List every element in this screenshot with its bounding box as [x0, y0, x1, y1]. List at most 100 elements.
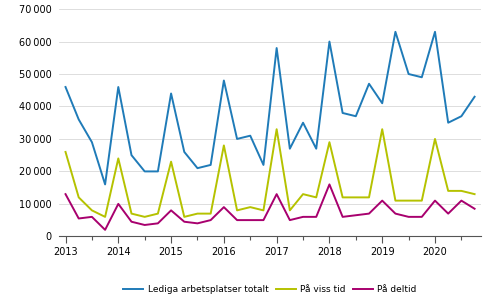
- På viss tid: [194, 212, 200, 215]
- Legend: Lediga arbetsplatser totalt, På viss tid, På deltid: Lediga arbetsplatser totalt, På viss tid…: [120, 282, 420, 298]
- På deltid: [459, 199, 464, 202]
- Lediga arbetsplatser totalt: [115, 85, 121, 89]
- Lediga arbetsplatser totalt: [366, 82, 372, 85]
- Lediga arbetsplatser totalt: [472, 95, 478, 98]
- På deltid: [445, 212, 451, 215]
- Lediga arbetsplatser totalt: [300, 121, 306, 125]
- På deltid: [300, 215, 306, 219]
- Lediga arbetsplatser totalt: [208, 163, 214, 167]
- Lediga arbetsplatser totalt: [247, 134, 253, 138]
- Lediga arbetsplatser totalt: [273, 46, 279, 50]
- Lediga arbetsplatser totalt: [181, 150, 187, 154]
- På deltid: [89, 215, 95, 219]
- På viss tid: [102, 215, 108, 219]
- På deltid: [62, 192, 68, 196]
- Line: På deltid: På deltid: [65, 185, 475, 230]
- På viss tid: [406, 199, 411, 202]
- På viss tid: [115, 157, 121, 160]
- På deltid: [406, 215, 411, 219]
- På deltid: [181, 220, 187, 224]
- På deltid: [142, 223, 148, 227]
- På viss tid: [287, 208, 293, 212]
- På deltid: [432, 199, 438, 202]
- På viss tid: [261, 208, 267, 212]
- På viss tid: [129, 212, 135, 215]
- På viss tid: [155, 212, 161, 215]
- På deltid: [261, 218, 267, 222]
- Lediga arbetsplatser totalt: [234, 137, 240, 141]
- Line: Lediga arbetsplatser totalt: Lediga arbetsplatser totalt: [65, 32, 475, 185]
- På viss tid: [327, 140, 332, 144]
- Lediga arbetsplatser totalt: [432, 30, 438, 34]
- Lediga arbetsplatser totalt: [62, 85, 68, 89]
- På deltid: [340, 215, 346, 219]
- På viss tid: [76, 195, 82, 199]
- På deltid: [115, 202, 121, 206]
- Line: På viss tid: På viss tid: [65, 129, 475, 217]
- På deltid: [208, 218, 214, 222]
- Lediga arbetsplatser totalt: [419, 75, 425, 79]
- På viss tid: [181, 215, 187, 219]
- På viss tid: [221, 144, 227, 147]
- På viss tid: [392, 199, 398, 202]
- På deltid: [353, 213, 359, 217]
- Lediga arbetsplatser totalt: [392, 30, 398, 34]
- På deltid: [221, 205, 227, 209]
- Lediga arbetsplatser totalt: [194, 166, 200, 170]
- På viss tid: [379, 127, 385, 131]
- På viss tid: [89, 208, 95, 212]
- På viss tid: [459, 189, 464, 193]
- På deltid: [247, 218, 253, 222]
- På viss tid: [208, 212, 214, 215]
- På deltid: [168, 208, 174, 212]
- Lediga arbetsplatser totalt: [445, 121, 451, 125]
- På viss tid: [62, 150, 68, 154]
- På deltid: [234, 218, 240, 222]
- På deltid: [155, 221, 161, 225]
- På viss tid: [142, 215, 148, 219]
- På deltid: [327, 183, 332, 186]
- På deltid: [287, 218, 293, 222]
- På deltid: [366, 212, 372, 215]
- Lediga arbetsplatser totalt: [142, 170, 148, 173]
- På deltid: [129, 220, 135, 224]
- På deltid: [102, 228, 108, 232]
- På deltid: [419, 215, 425, 219]
- På viss tid: [300, 192, 306, 196]
- På viss tid: [472, 192, 478, 196]
- På deltid: [379, 199, 385, 202]
- Lediga arbetsplatser totalt: [313, 147, 319, 151]
- Lediga arbetsplatser totalt: [287, 147, 293, 151]
- På viss tid: [340, 195, 346, 199]
- Lediga arbetsplatser totalt: [379, 102, 385, 105]
- På viss tid: [168, 160, 174, 164]
- Lediga arbetsplatser totalt: [155, 170, 161, 173]
- Lediga arbetsplatser totalt: [129, 153, 135, 157]
- På viss tid: [273, 127, 279, 131]
- Lediga arbetsplatser totalt: [261, 163, 267, 167]
- Lediga arbetsplatser totalt: [76, 118, 82, 121]
- På deltid: [76, 217, 82, 220]
- På deltid: [392, 212, 398, 215]
- Lediga arbetsplatser totalt: [340, 111, 346, 115]
- Lediga arbetsplatser totalt: [221, 79, 227, 82]
- På deltid: [273, 192, 279, 196]
- På viss tid: [445, 189, 451, 193]
- Lediga arbetsplatser totalt: [353, 115, 359, 118]
- Lediga arbetsplatser totalt: [459, 115, 464, 118]
- På deltid: [194, 221, 200, 225]
- På deltid: [313, 215, 319, 219]
- På viss tid: [419, 199, 425, 202]
- Lediga arbetsplatser totalt: [327, 40, 332, 43]
- Lediga arbetsplatser totalt: [102, 183, 108, 186]
- Lediga arbetsplatser totalt: [168, 92, 174, 95]
- På viss tid: [353, 195, 359, 199]
- På viss tid: [432, 137, 438, 141]
- På viss tid: [247, 205, 253, 209]
- Lediga arbetsplatser totalt: [89, 140, 95, 144]
- På viss tid: [366, 195, 372, 199]
- På deltid: [472, 207, 478, 211]
- På viss tid: [313, 195, 319, 199]
- På viss tid: [234, 208, 240, 212]
- Lediga arbetsplatser totalt: [406, 72, 411, 76]
